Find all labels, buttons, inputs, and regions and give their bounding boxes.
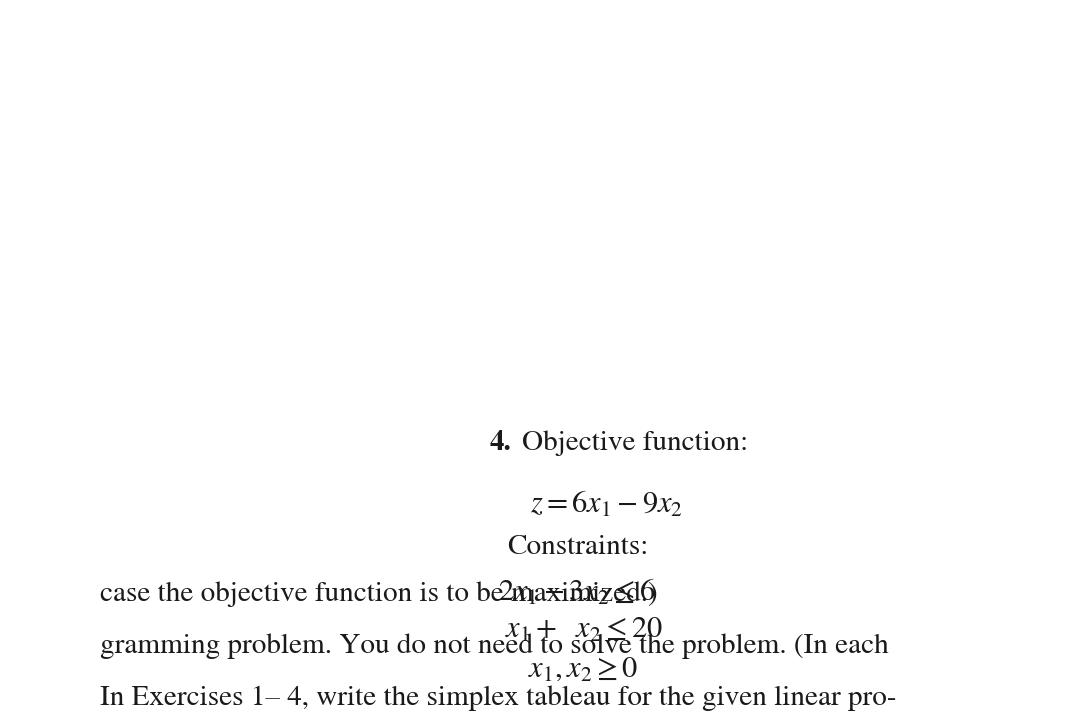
Text: In Exercises 1– 4, write the simplex tableau for the given linear pro-: In Exercises 1– 4, write the simplex tab… <box>100 685 896 711</box>
Text: $x_1, x_2 \geq 0$: $x_1, x_2 \geq 0$ <box>528 656 638 684</box>
Text: Objective function:: Objective function: <box>522 430 748 456</box>
Text: $x_1 + \ \ x_2 \leq 20$: $x_1 + \ \ x_2 \leq 20$ <box>505 617 663 645</box>
Text: $z = 6x_1 - 9x_2$: $z = 6x_1 - 9x_2$ <box>530 490 683 520</box>
Text: Constraints:: Constraints: <box>507 535 648 560</box>
Text: gramming problem. You do not need to solve the problem. (In each: gramming problem. You do not need to sol… <box>100 633 889 659</box>
Text: 4.: 4. <box>490 430 512 456</box>
Text: case the objective function is to be maximized.): case the objective function is to be max… <box>100 581 658 607</box>
Text: $2x_1 - 3x_2 \leq 6$: $2x_1 - 3x_2 \leq 6$ <box>498 578 656 608</box>
